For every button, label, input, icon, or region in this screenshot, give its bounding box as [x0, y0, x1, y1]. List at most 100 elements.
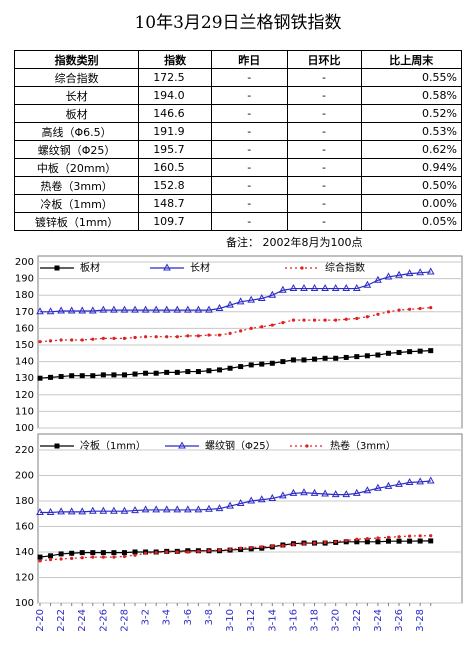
point — [228, 547, 232, 552]
point — [342, 284, 351, 292]
legend-label: 冷板（1mm） — [80, 439, 146, 452]
x-tick-label: 3-2 — [141, 609, 152, 625]
point — [132, 549, 138, 555]
y-tick-label: 150 — [15, 340, 34, 351]
point — [331, 490, 340, 498]
point — [183, 305, 192, 313]
legend-label: 长材 — [190, 261, 210, 274]
cell: 镀锌板（1mm） — [13, 212, 140, 231]
point — [397, 308, 401, 312]
point — [141, 305, 150, 313]
cell: - — [211, 212, 288, 231]
legend-marker — [300, 266, 304, 270]
cell: - — [211, 194, 288, 213]
point — [416, 268, 425, 276]
cell: 中板（20mm） — [13, 158, 140, 177]
cell: - — [286, 86, 362, 105]
point — [58, 551, 64, 557]
x-tick-label: 2-22 — [56, 609, 67, 632]
cell: 160.5 — [138, 158, 212, 177]
x-tick-label: 3-8 — [204, 609, 215, 625]
point — [363, 486, 372, 494]
cell: - — [211, 158, 288, 177]
point — [112, 336, 116, 340]
point — [100, 550, 106, 556]
row: 冷板（1mm） 148.7- -0.00% — [13, 194, 462, 213]
legend-marker — [54, 265, 60, 271]
point — [375, 539, 381, 545]
point — [152, 305, 161, 313]
point — [121, 372, 127, 378]
x-tick-label: 3-28 — [415, 609, 426, 632]
series-line — [39, 535, 431, 562]
y-tick-label: 200 — [15, 257, 34, 268]
point — [354, 354, 360, 360]
point — [226, 501, 234, 509]
point — [46, 307, 55, 315]
point — [196, 549, 200, 553]
point — [365, 315, 369, 319]
point — [91, 337, 95, 341]
x-tick-label: 3-26 — [394, 609, 405, 632]
point — [59, 557, 63, 561]
point — [301, 357, 307, 363]
point — [37, 375, 43, 381]
point — [207, 549, 211, 553]
point — [322, 355, 328, 361]
x-tick-label: 2-28 — [119, 609, 130, 632]
point — [342, 490, 351, 498]
point — [310, 488, 319, 496]
x-tick-label: 3-14 — [267, 609, 278, 632]
cell: 109.7 — [138, 212, 212, 231]
y-tick-label: 140 — [15, 547, 34, 558]
point — [226, 300, 234, 308]
y-tick-label: 180 — [15, 290, 34, 301]
point — [257, 495, 266, 503]
row: 综合指数 172.5- -0.55% — [13, 68, 462, 87]
point — [80, 338, 84, 342]
point — [248, 362, 254, 368]
point — [268, 493, 277, 501]
point — [395, 270, 403, 278]
point — [58, 374, 64, 380]
point — [69, 550, 75, 556]
point — [426, 476, 435, 484]
header-cell: 指数 — [138, 50, 212, 69]
y-tick-label: 220 — [15, 445, 34, 456]
point — [101, 336, 105, 340]
point — [183, 505, 192, 513]
point — [302, 542, 306, 546]
point — [395, 479, 403, 487]
legend-marker — [54, 443, 60, 449]
cell: 152.8 — [138, 176, 212, 195]
point — [312, 356, 318, 362]
header-row: 指数类别 指数 昨日 日环比 比上周末 — [13, 50, 462, 69]
point — [384, 272, 393, 280]
cell: - — [211, 86, 288, 105]
point — [374, 275, 382, 283]
point — [375, 352, 381, 358]
point — [323, 540, 327, 545]
point — [120, 305, 129, 313]
point — [152, 505, 161, 513]
point — [260, 325, 264, 329]
point — [312, 318, 317, 322]
point — [205, 504, 213, 512]
point — [133, 553, 137, 557]
point — [217, 333, 222, 337]
point — [396, 349, 402, 355]
point — [69, 373, 75, 379]
point — [407, 538, 413, 544]
cell: - — [211, 104, 288, 123]
point — [195, 369, 201, 375]
cell: - — [211, 122, 288, 141]
point — [57, 306, 65, 314]
point — [80, 556, 84, 560]
point — [376, 312, 380, 316]
header-cell: 日环比 — [286, 50, 362, 69]
legend-label: 综合指数 — [325, 261, 365, 274]
point — [132, 371, 138, 377]
point — [100, 372, 106, 378]
point — [407, 349, 413, 355]
